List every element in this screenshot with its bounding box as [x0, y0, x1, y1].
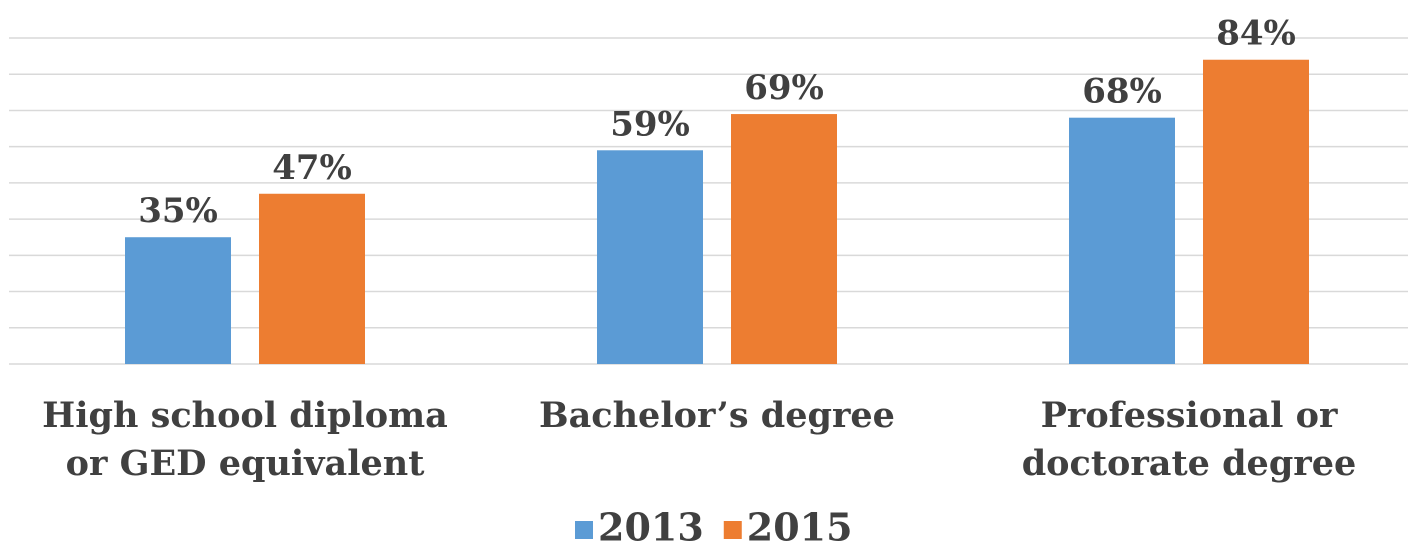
bar [1069, 117, 1175, 364]
data-label: 47% [272, 148, 352, 188]
bar [597, 150, 703, 364]
data-label: 35% [138, 191, 218, 231]
x-tick-label: Bachelor’s degree [539, 395, 895, 436]
bar [259, 193, 365, 364]
legend-label: 2013 [598, 505, 704, 550]
legend-swatch [723, 521, 742, 539]
x-tick-label: Professional or doctorate degree [1022, 395, 1357, 484]
data-label: 84% [1216, 14, 1296, 54]
bar [125, 237, 231, 364]
data-label: 68% [1082, 72, 1162, 112]
bar [1203, 59, 1309, 364]
data-label: 69% [744, 68, 824, 108]
x-tick-label: High school diploma or GED equivalent [42, 395, 448, 484]
data-label: 59% [610, 104, 690, 144]
bar [731, 114, 837, 364]
legend-label: 2015 [747, 505, 853, 550]
legend-swatch [575, 521, 593, 539]
